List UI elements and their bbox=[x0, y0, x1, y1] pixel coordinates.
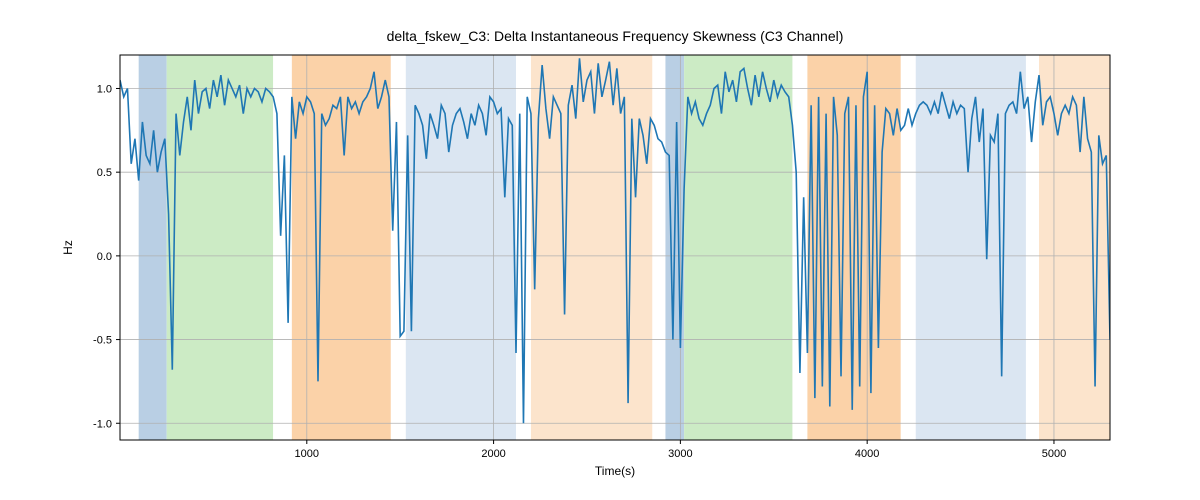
y-tick-label: -1.0 bbox=[93, 418, 112, 430]
chart-container: 1000 2000 3000 4000 5000 -1.0 -0.5 0.0 0.5 1.0 Tim… bbox=[0, 0, 1200, 500]
x-axis-label: Time(s) bbox=[595, 464, 635, 478]
band bbox=[167, 55, 273, 440]
y-tick-label: 0.0 bbox=[97, 251, 112, 263]
band bbox=[652, 55, 665, 440]
y-tick-label: 0.5 bbox=[97, 167, 112, 179]
y-tick-label: 1.0 bbox=[97, 83, 112, 95]
line-chart: 1000 2000 3000 4000 5000 -1.0 -0.5 0.0 0.5 1.0 Tim… bbox=[0, 0, 1200, 500]
x-tick-label: 1000 bbox=[295, 448, 319, 460]
band bbox=[901, 55, 916, 440]
band bbox=[1039, 55, 1110, 440]
x-tick-label: 2000 bbox=[481, 448, 505, 460]
chart-title: delta_fskew_C3: Delta Instantaneous Freq… bbox=[387, 28, 844, 44]
x-tick-label: 5000 bbox=[1042, 448, 1066, 460]
band bbox=[684, 55, 792, 440]
band bbox=[139, 55, 167, 440]
x-tick-label: 4000 bbox=[855, 448, 879, 460]
y-axis-label: Hz bbox=[61, 240, 75, 255]
band bbox=[1026, 55, 1039, 440]
y-tick-label: -0.5 bbox=[93, 335, 112, 347]
x-tick-label: 3000 bbox=[668, 448, 692, 460]
band bbox=[916, 55, 1026, 440]
band bbox=[531, 55, 652, 440]
